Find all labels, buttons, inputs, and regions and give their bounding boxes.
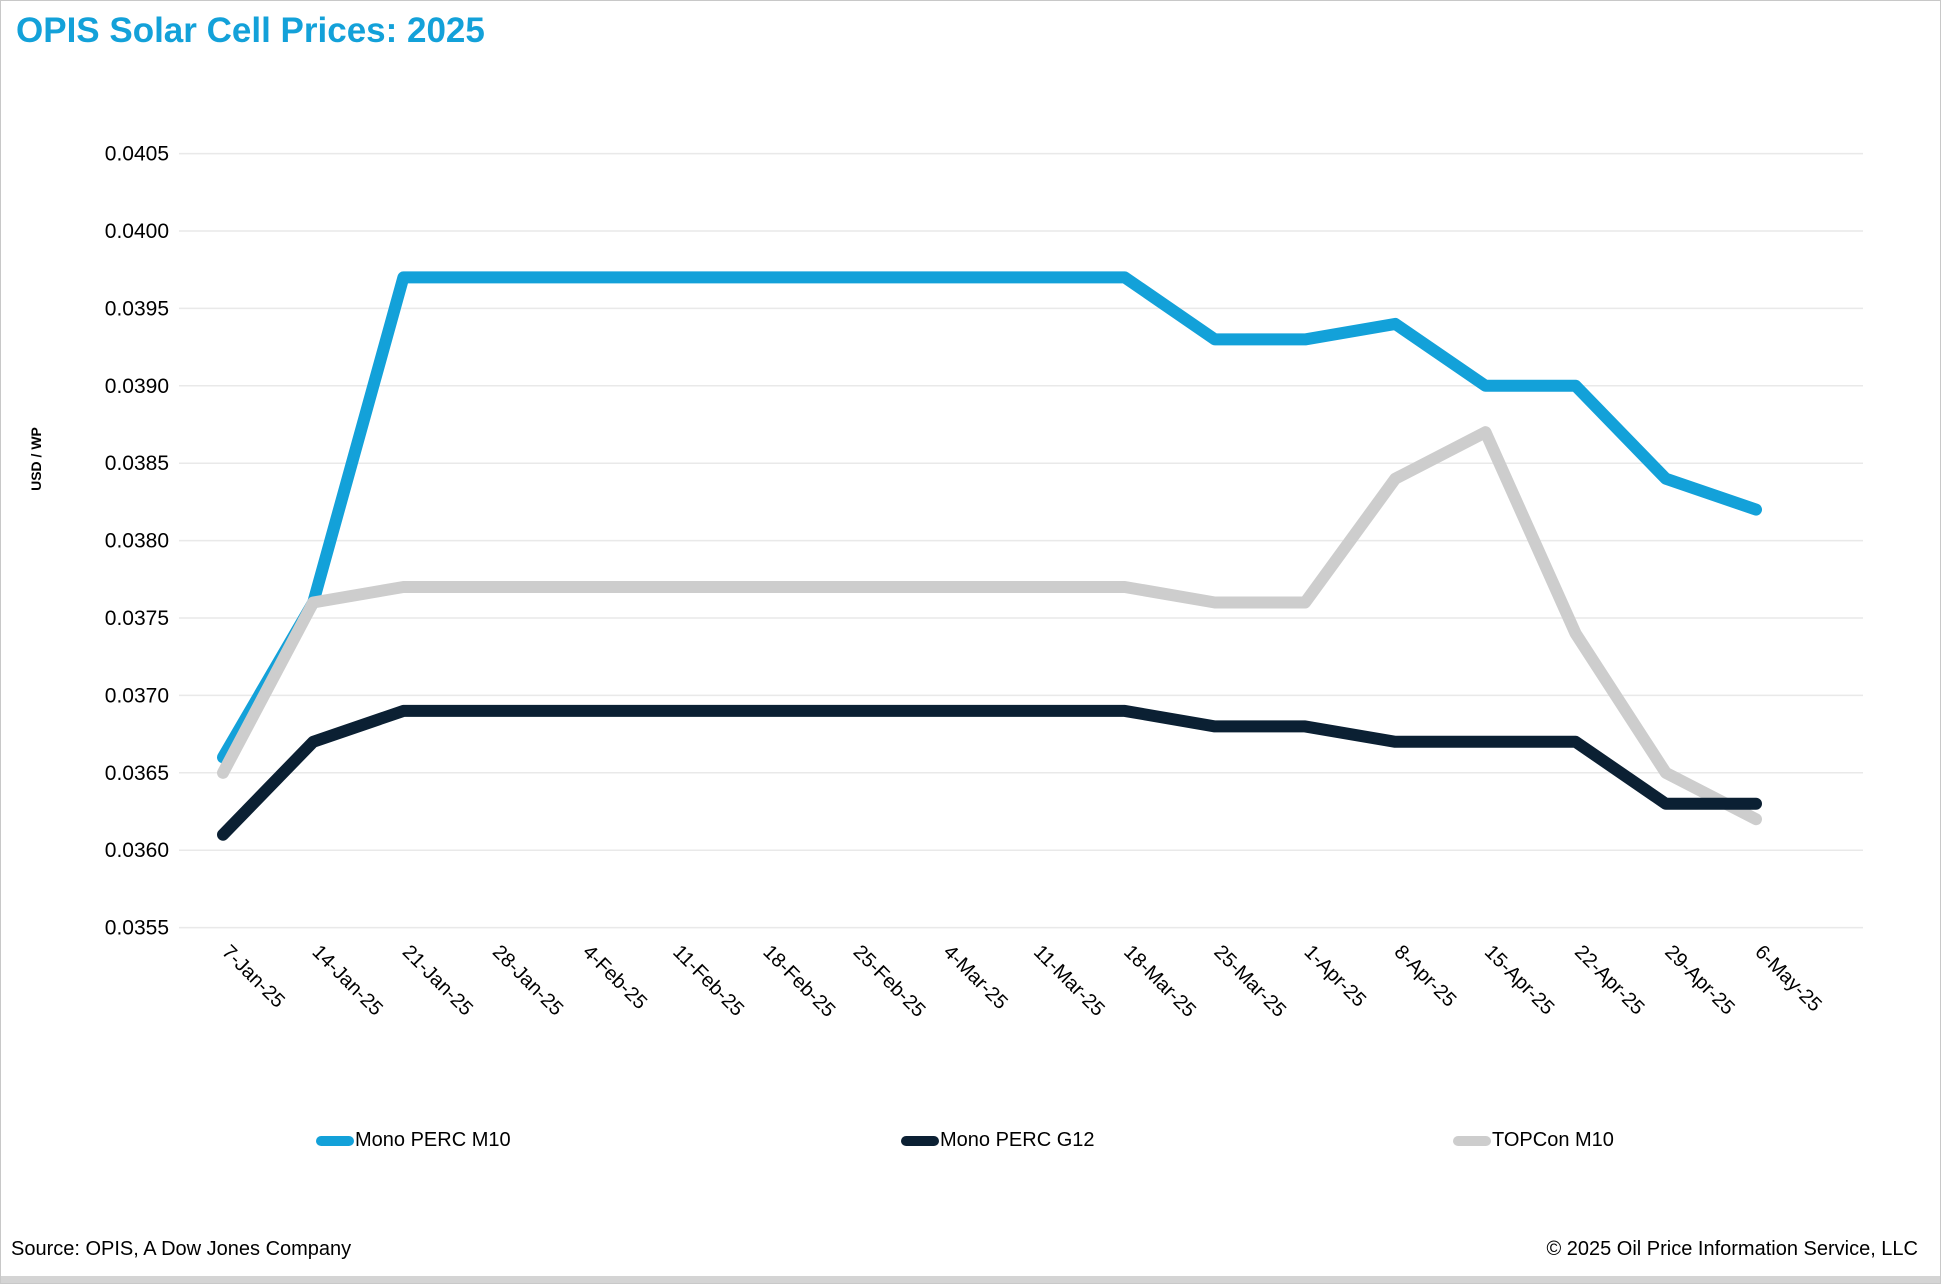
source-note: Source: OPIS, A Dow Jones Company xyxy=(11,1238,352,1260)
x-tick-label: 29-Apr-25 xyxy=(1660,941,1738,1019)
x-tick-label: 11-Mar-25 xyxy=(1029,941,1109,1021)
legend-swatch xyxy=(901,1135,939,1146)
x-tick-label: 21-Jan-25 xyxy=(398,941,477,1020)
y-tick-label: 0.0405 xyxy=(105,143,169,166)
x-tick-label: 18-Feb-25 xyxy=(759,941,840,1022)
x-tick-label: 4-Feb-25 xyxy=(578,941,651,1014)
y-tick-label: 0.0375 xyxy=(105,607,169,630)
y-tick-label: 0.0370 xyxy=(105,684,169,707)
chart-title: OPIS Solar Cell Prices: 2025 xyxy=(16,11,485,50)
series-line-mono-perc-g12 xyxy=(217,704,1762,841)
series-line-mono-perc-m10 xyxy=(217,271,1762,764)
y-axis-title: USD / WP xyxy=(28,427,44,491)
x-tick-label: 15-Apr-25 xyxy=(1480,941,1558,1019)
bottom-strip xyxy=(1,1276,1940,1283)
y-tick-label: 0.0355 xyxy=(105,917,169,940)
y-tick-label: 0.0365 xyxy=(105,762,169,785)
legend-item-mono-perc-g12: Mono PERC G12 xyxy=(901,1129,1095,1152)
legend-item-mono-perc-m10: Mono PERC M10 xyxy=(316,1129,511,1152)
x-tick-label: 6-May-25 xyxy=(1750,941,1825,1016)
y-tick-label: 0.0380 xyxy=(105,530,169,553)
legend-item-topcon-m10: TOPCon M10 xyxy=(1453,1129,1614,1152)
y-tick-label: 0.0400 xyxy=(105,220,169,243)
legend-swatch xyxy=(316,1135,354,1146)
legend-swatch xyxy=(1453,1135,1491,1146)
copyright-note: © 2025 Oil Price Information Service, LL… xyxy=(1546,1238,1918,1260)
x-tick-label: 8-Apr-25 xyxy=(1390,941,1461,1012)
y-tick-label: 0.0395 xyxy=(105,297,169,320)
x-tick-label: 11-Feb-25 xyxy=(668,941,748,1021)
legend-label: Mono PERC G12 xyxy=(940,1129,1095,1151)
y-tick-label: 0.0390 xyxy=(105,375,169,398)
y-tick-label: 0.0360 xyxy=(105,839,169,862)
x-tick-label: 25-Feb-25 xyxy=(849,941,930,1022)
x-tick-label: 18-Mar-25 xyxy=(1119,941,1200,1022)
x-tick-label: 28-Jan-25 xyxy=(488,941,567,1020)
x-tick-label: 14-Jan-25 xyxy=(308,941,387,1020)
x-tick-label: 1-Apr-25 xyxy=(1300,941,1371,1012)
x-tick-label: 22-Apr-25 xyxy=(1570,941,1648,1019)
y-tick-label: 0.0385 xyxy=(105,452,169,475)
x-tick-label: 7-Jan-25 xyxy=(217,941,288,1012)
x-tick-label: 25-Mar-25 xyxy=(1209,941,1290,1022)
series-line-topcon-m10 xyxy=(217,426,1762,826)
footer: Source: OPIS, A Dow Jones Company © 2025… xyxy=(11,1238,1918,1261)
legend-label: Mono PERC M10 xyxy=(355,1129,511,1151)
x-tick-label: 4-Mar-25 xyxy=(939,941,1012,1014)
legend-label: TOPCon M10 xyxy=(1492,1129,1614,1151)
